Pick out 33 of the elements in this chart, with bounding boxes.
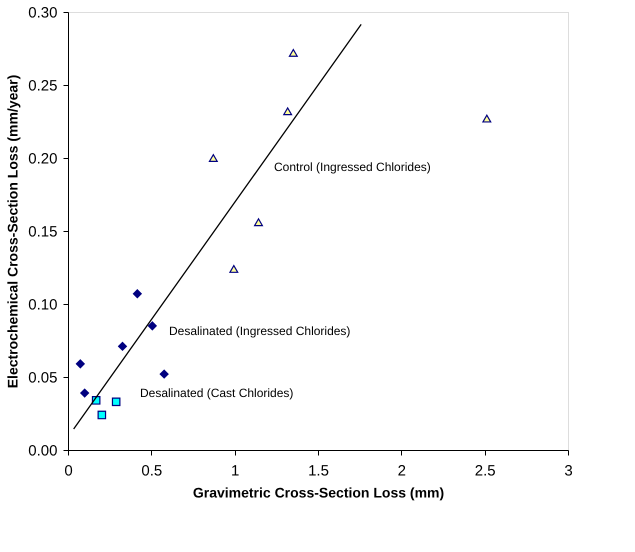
x-tick-label: 0.5 [141,462,162,480]
y-tick-label: 0.00 [28,442,58,460]
series-label: Desalinated (Ingressed Chlorides) [169,324,350,338]
point [160,370,169,379]
point [482,114,492,123]
y-tick-label: 0.25 [28,78,58,94]
x-tick-label: 1.5 [308,462,329,480]
x-tick-label: 1 [230,462,240,480]
y-tick-label: 0.05 [28,370,58,386]
point [229,265,238,273]
point [112,398,120,406]
point [76,359,85,368]
point [98,410,106,420]
point [288,48,298,57]
point [283,107,292,116]
text: Control (Ingressed Chlorides) [274,160,431,174]
point [132,289,142,298]
point [118,342,127,351]
y-tick-label: 0.10 [28,296,58,314]
x-tick-label: 3 [564,462,573,480]
y-axis-title: Electrochemical Cross-Section Loss (mm/year) [4,74,20,388]
series-label: Desalinated (Cast Chlorides) [140,386,294,400]
point [254,218,263,226]
y-tick-label: 0.20 [28,150,58,168]
point [208,154,218,162]
x-tick-label: 0 [64,462,73,480]
x-axis-title: Gravimetric Cross-Section Loss (mm) [192,484,444,500]
x-tick-label: 2 [398,462,406,480]
point [80,388,90,398]
x-tick-label: 2.5 [474,462,496,480]
y-tick-label: 0.30 [28,4,58,22]
y-tick-label: 0.15 [28,224,58,240]
point [148,321,157,330]
